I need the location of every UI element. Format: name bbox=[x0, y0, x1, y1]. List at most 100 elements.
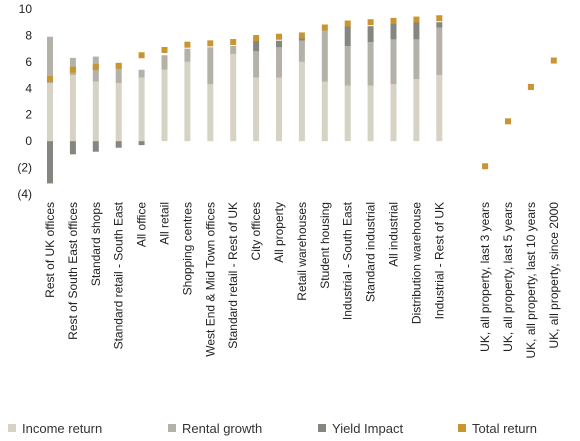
legend-swatch-rental-growth bbox=[168, 424, 176, 432]
bar-segment-rental-growth bbox=[253, 51, 260, 78]
total-return-marker bbox=[390, 17, 397, 24]
category-label: Standard retail - Rest of UK bbox=[226, 202, 240, 349]
category-label: UK, all property, since 2000 bbox=[547, 202, 561, 349]
total-return-marker bbox=[184, 41, 191, 48]
category-label: Rest of South East offices bbox=[66, 202, 80, 340]
total-return-marker bbox=[138, 52, 145, 59]
category-label: Standard retail - South East bbox=[112, 201, 126, 349]
total-return-marker bbox=[69, 66, 76, 73]
total-return-marker bbox=[207, 40, 214, 47]
legend-label-yield-impact: Yield Impact bbox=[332, 420, 404, 436]
bar-segment-yield-impact bbox=[92, 141, 99, 152]
legend-item-yield-impact: Yield Impact bbox=[318, 418, 403, 438]
bar-segment-income-return bbox=[298, 61, 305, 142]
bar-segment-income-return bbox=[207, 84, 214, 142]
y-tick-label: 10 bbox=[19, 2, 33, 16]
category-label: Industrial - South East bbox=[341, 201, 355, 320]
category-label: Retail warehouses bbox=[295, 202, 309, 301]
total-return-marker bbox=[230, 39, 237, 46]
bar-segment-rental-growth bbox=[390, 39, 397, 85]
total-return-marker bbox=[344, 20, 351, 27]
total-return-marker bbox=[321, 24, 328, 31]
y-tick-label: 4 bbox=[25, 81, 32, 95]
category-label: UK, all property, last 10 years bbox=[524, 202, 538, 359]
category-label: Industrial - Rest of UK bbox=[432, 202, 446, 319]
bar-segment-income-return bbox=[69, 75, 76, 142]
bar-segment-yield-impact bbox=[115, 141, 122, 148]
y-tick-label: 8 bbox=[25, 28, 32, 42]
bar-segment-income-return bbox=[276, 77, 282, 142]
x-axis-labels: Rest of UK offices Rest of South East off… bbox=[43, 201, 561, 358]
category-label: Standard industrial bbox=[364, 202, 378, 302]
bar-segment-rental-growth bbox=[321, 30, 328, 82]
category-label: UK, all property, last 3 years bbox=[478, 202, 492, 352]
y-tick-label: (4) bbox=[17, 187, 32, 201]
category-label: All retail bbox=[158, 202, 172, 245]
total-return-marker bbox=[298, 32, 305, 39]
category-label: Standard shops bbox=[89, 202, 103, 286]
bar-segment-yield-impact bbox=[436, 22, 443, 28]
total-return-marker bbox=[367, 19, 374, 26]
bar-segment-yield-impact bbox=[253, 40, 260, 52]
bar-segment-income-return bbox=[413, 79, 420, 142]
y-axis: 10 8 6 4 2 0 (2) (4) bbox=[17, 2, 32, 201]
category-label: All industrial bbox=[387, 202, 401, 267]
total-return-marker bbox=[482, 163, 489, 170]
total-return-marker bbox=[47, 76, 53, 83]
bar-segment-yield-impact bbox=[47, 141, 53, 184]
legend-label-income-return: Income return bbox=[22, 420, 103, 436]
total-return-marker bbox=[253, 35, 260, 42]
bar-segment-income-return bbox=[115, 83, 122, 142]
bar-segment-rental-growth bbox=[276, 47, 282, 78]
legend-label-total-return: Total return bbox=[472, 420, 538, 436]
category-label: Rest of UK offices bbox=[43, 202, 57, 298]
bar-segment-rental-growth bbox=[115, 63, 122, 83]
bar-segment-rental-growth bbox=[413, 39, 420, 80]
total-return-marker bbox=[115, 62, 122, 69]
bars bbox=[47, 22, 443, 184]
category-label: UK, all property, last 5 years bbox=[501, 202, 515, 352]
bar-segment-rental-growth bbox=[69, 57, 76, 76]
bar-segment-yield-impact bbox=[344, 26, 351, 46]
bar-segment-rental-growth bbox=[138, 69, 145, 78]
y-tick-label: 6 bbox=[25, 55, 32, 69]
bar-segment-yield-impact bbox=[69, 141, 76, 155]
bar-segment-rental-growth bbox=[207, 47, 214, 85]
bar-segment-income-return bbox=[390, 84, 397, 142]
y-tick-label: 0 bbox=[25, 134, 32, 148]
bar-segment-yield-impact bbox=[367, 26, 374, 43]
bar-segment-income-return bbox=[344, 85, 351, 142]
bar-segment-income-return bbox=[253, 77, 260, 142]
category-label: City offices bbox=[249, 202, 263, 260]
legend-swatch-yield-impact bbox=[318, 424, 326, 432]
total-return-marker bbox=[161, 46, 168, 53]
total-return-marker bbox=[413, 16, 420, 23]
legend-swatch-income-return bbox=[8, 424, 16, 432]
category-label: Student housing bbox=[318, 202, 332, 289]
total-return-marker bbox=[550, 57, 557, 64]
bar-segment-yield-impact bbox=[276, 40, 282, 48]
bar-segment-income-return bbox=[47, 83, 53, 142]
category-label: West End & Mid Town offices bbox=[203, 202, 217, 357]
bar-segment-income-return bbox=[367, 85, 374, 142]
category-label: Distribution warehouse bbox=[409, 202, 423, 324]
bar-segment-income-return bbox=[230, 53, 237, 142]
bar-segment-income-return bbox=[321, 81, 328, 142]
bar-segment-income-return bbox=[161, 69, 168, 142]
bar-segment-yield-impact bbox=[390, 23, 397, 40]
category-label: All property bbox=[272, 202, 286, 263]
legend: Income return Rental growth Yield Impact… bbox=[8, 418, 578, 438]
bar-segment-yield-impact bbox=[298, 36, 305, 41]
total-return-markers bbox=[47, 15, 557, 170]
bar-segment-rental-growth bbox=[230, 46, 237, 54]
bar-segment-income-return bbox=[184, 61, 191, 142]
y-tick-label: (2) bbox=[17, 161, 32, 175]
total-return-marker bbox=[527, 83, 534, 90]
y-tick-label: 2 bbox=[25, 108, 32, 122]
legend-label-rental-growth: Rental growth bbox=[182, 420, 263, 436]
legend-item-income-return: Income return bbox=[8, 418, 102, 438]
bar-segment-yield-impact bbox=[413, 22, 420, 40]
legend-item-total-return: Total return bbox=[458, 418, 537, 438]
bar-segment-rental-growth bbox=[47, 36, 53, 83]
